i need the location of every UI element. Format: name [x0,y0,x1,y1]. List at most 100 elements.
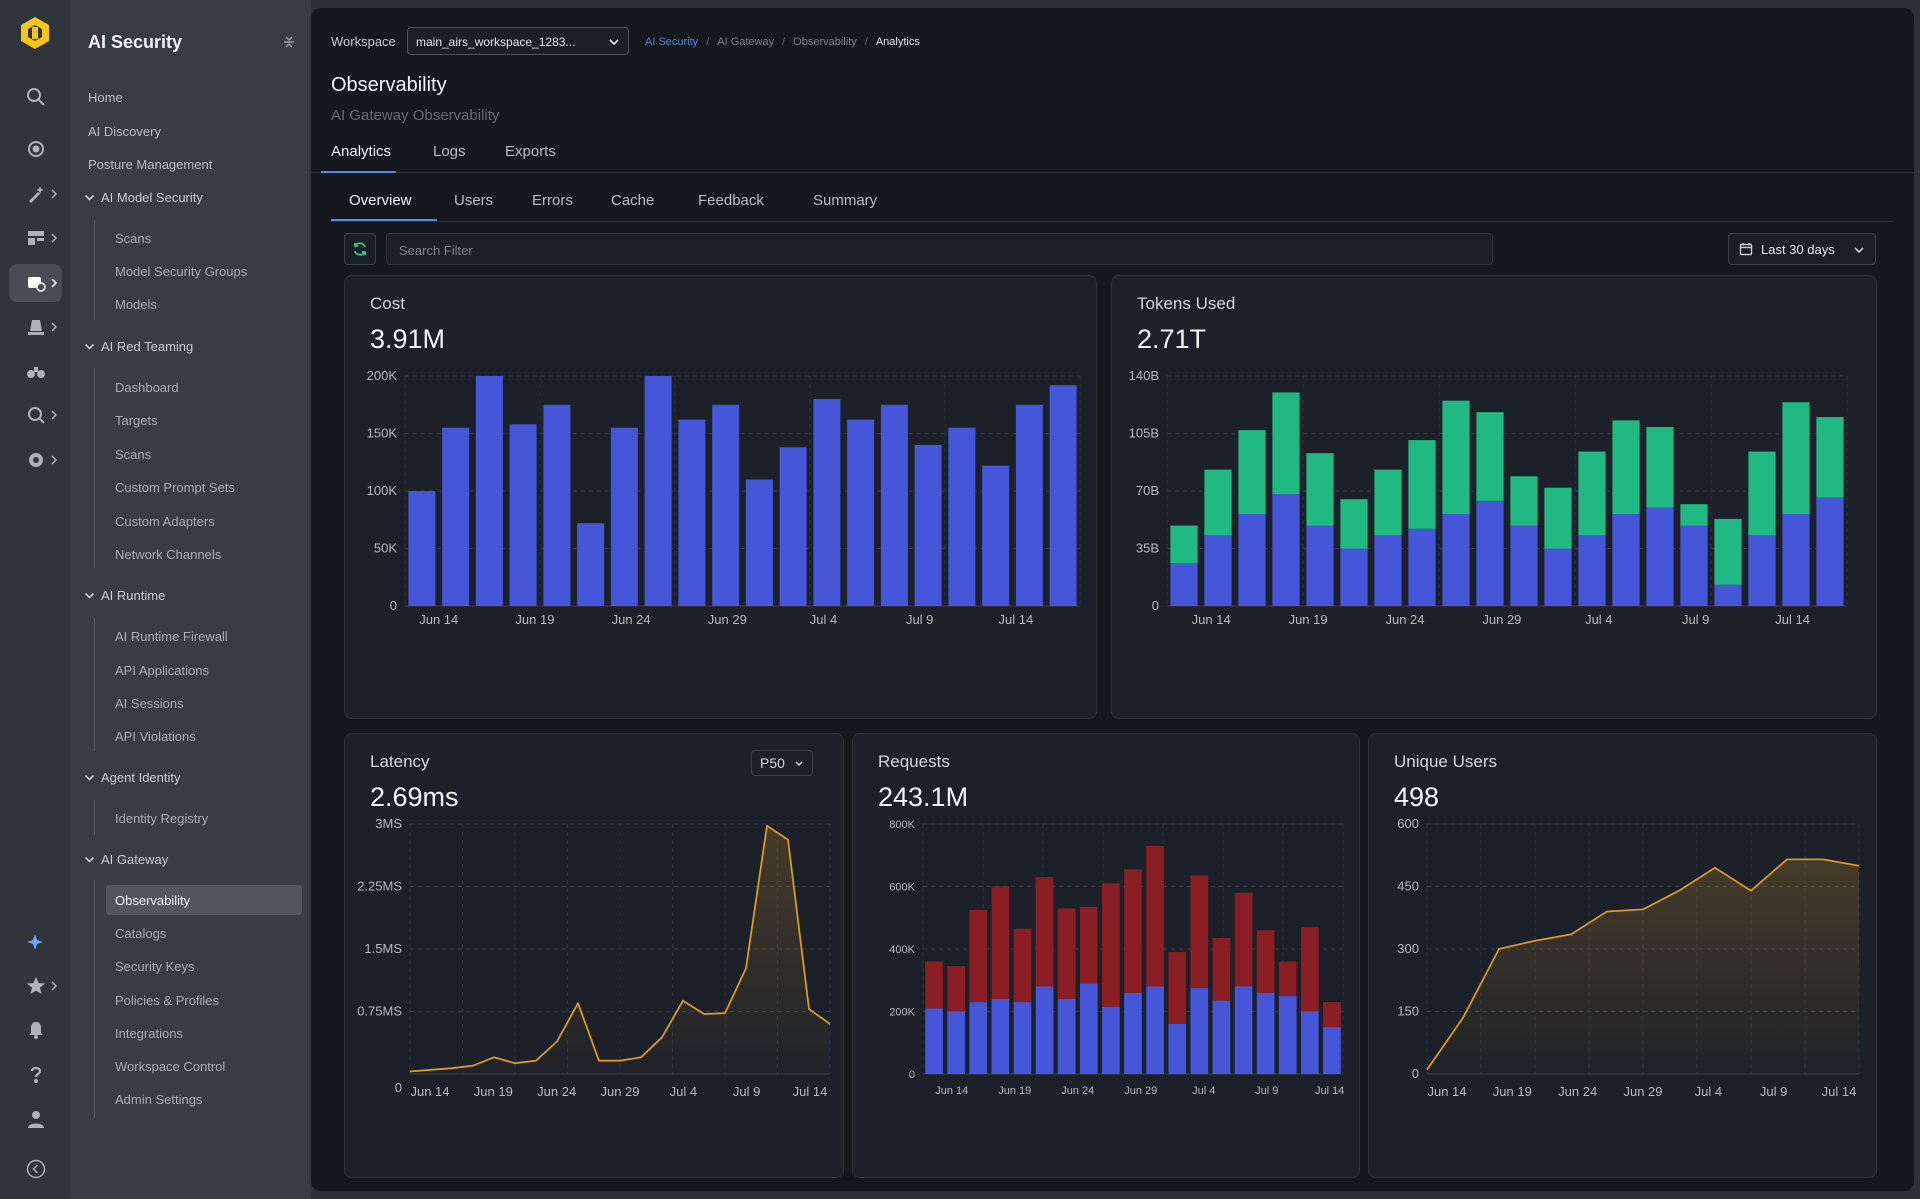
star-icon[interactable] [9,967,62,1005]
nav-section-ai-gateway[interactable]: AI Gateway [84,852,168,867]
bar-segment [1190,875,1209,989]
chevron-down-icon [795,761,803,767]
breadcrumb-ai-security[interactable]: AI Security [645,36,699,48]
collapse-toggle-icon[interactable] [281,34,297,50]
nav-item-identity-registry[interactable]: Identity Registry [115,811,209,826]
x-tick-label: Jun 29 [600,1084,639,1099]
bar-segment [1816,417,1844,498]
bar-segment [1408,440,1436,529]
y-tick-label: 150 [1397,1004,1419,1019]
tab-summary[interactable]: Summary [813,192,878,209]
search-shield-icon[interactable] [9,396,62,434]
x-tick-label: Jul 9 [733,1084,760,1099]
nav-item-posture-management[interactable]: Posture Management [88,157,213,172]
breadcrumb-ai-gateway[interactable]: AI Gateway [717,36,775,48]
bar-segment [1035,986,1054,1074]
bar-segment [1238,514,1266,606]
help-icon[interactable] [9,1055,62,1093]
nav-item-scans[interactable]: Scans [115,231,152,246]
bar-segment [1124,869,1142,993]
nav-item-catalogs[interactable]: Catalogs [115,926,167,941]
bar-segment [1035,877,1054,987]
nav-section-ai-model-security[interactable]: AI Model Security [84,190,203,205]
stand-icon[interactable] [9,308,62,346]
tab-feedback[interactable]: Feedback [698,192,764,209]
nav-item-api-applications[interactable]: API Applications [115,663,209,678]
apps-icon[interactable] [9,219,62,257]
y-tick-label: 105B [1129,426,1159,441]
nav-item-scans[interactable]: Scans [115,447,152,462]
bar [982,465,1010,606]
sparkle-icon[interactable] [9,923,62,961]
nav-item-security-keys[interactable]: Security Keys [115,959,195,974]
tab-exports[interactable]: Exports [505,143,556,160]
y-tick-label: 70B [1136,483,1159,498]
nav-item-admin-settings[interactable]: Admin Settings [115,1092,203,1107]
bar-segment [969,1002,988,1074]
tab-analytics[interactable]: Analytics [331,143,392,160]
x-tick-label: Jul 14 [1315,1085,1344,1097]
shield-lock-icon[interactable] [9,264,62,302]
bar-segment [1168,1024,1187,1074]
bar-segment [1256,992,1275,1074]
nav-item-policies-profiles[interactable]: Policies & Profiles [115,993,220,1008]
breadcrumb-observability[interactable]: Observability [793,36,857,48]
nav-item-api-violations[interactable]: API Violations [115,729,196,744]
bar-segment [1146,845,1164,987]
search-icon[interactable] [9,78,62,116]
nav-item-models[interactable]: Models [115,297,157,312]
wand-icon[interactable] [9,175,62,213]
refresh-button[interactable] [344,233,376,265]
bar-segment [1544,548,1572,606]
bar-segment [947,1011,965,1074]
bar-segment [1782,402,1810,514]
bar-segment [947,966,965,1012]
tab-logs[interactable]: Logs [433,143,466,160]
search-filter-input[interactable]: Search Filter [386,233,1493,265]
nav-item-network-channels[interactable]: Network Channels [115,547,222,562]
nav-item-home[interactable]: Home [88,90,123,105]
x-tick-label: Jun 24 [537,1084,576,1099]
bar-segment [1374,535,1402,606]
nav-item-ai-sessions[interactable]: AI Sessions [115,696,184,711]
nav-item-integrations[interactable]: Integrations [115,1026,183,1041]
tab-active-indicator [321,171,396,173]
bar-segment [1079,906,1098,984]
nav-section-ai-runtime[interactable]: AI Runtime [84,588,165,603]
user-icon[interactable] [9,1100,62,1138]
requests-chart: 800K 600K 400K 200K 0 Jun 14 Jun 19 Jun 24 Jun 2… [889,819,1344,1097]
bar-segment [1646,426,1674,508]
nav-guide-line [94,368,95,568]
bar-segment [1748,451,1776,536]
series-line [1426,858,1860,1071]
nav-item-custom-adapters[interactable]: Custom Adapters [115,514,215,529]
nav-item-ai-runtime-firewall[interactable]: AI Runtime Firewall [115,629,228,644]
nav-item-ai-discovery[interactable]: AI Discovery [88,124,161,139]
radar-icon[interactable] [9,130,62,168]
nav-item-custom-prompt-sets[interactable]: Custom Prompt Sets [115,480,235,495]
date-range-select[interactable]: Last 30 days [1728,233,1876,265]
nav-guide-line [94,800,95,835]
collapse-icon[interactable] [9,1150,62,1188]
logo-icon[interactable] [17,15,53,51]
nav-section-ai-red-teaming[interactable]: AI Red Teaming [84,339,193,354]
tab-cache[interactable]: Cache [611,192,655,209]
bell-icon[interactable] [9,1011,62,1049]
bar-segment [1256,930,1275,993]
percentile-select[interactable]: P50 [751,750,813,776]
nav-item-dashboard[interactable]: Dashboard [115,380,179,395]
nav-item-workspace-control[interactable]: Workspace Control [115,1059,226,1074]
nav-section-agent-identity[interactable]: Agent Identity [84,770,181,785]
workspace-select[interactable]: main_airs_workspace_1283... [407,27,629,55]
tab-users[interactable]: Users [454,192,494,209]
gear-icon[interactable] [9,441,62,479]
bar-segment [1278,995,1297,1074]
tab-overview[interactable]: Overview [349,192,412,209]
tab-errors[interactable]: Errors [532,192,573,209]
nav-item-targets[interactable]: Targets [115,413,158,428]
binoculars-icon[interactable] [9,352,62,390]
bar-segment [1306,525,1334,606]
cost-card: 200K 150K 100K 50K 0 Jun 14 Jun 19 Jun 24 Jun 29… [344,275,1097,719]
nav-item-observability[interactable]: Observability [115,893,191,908]
nav-item-model-security-groups[interactable]: Model Security Groups [115,264,248,279]
